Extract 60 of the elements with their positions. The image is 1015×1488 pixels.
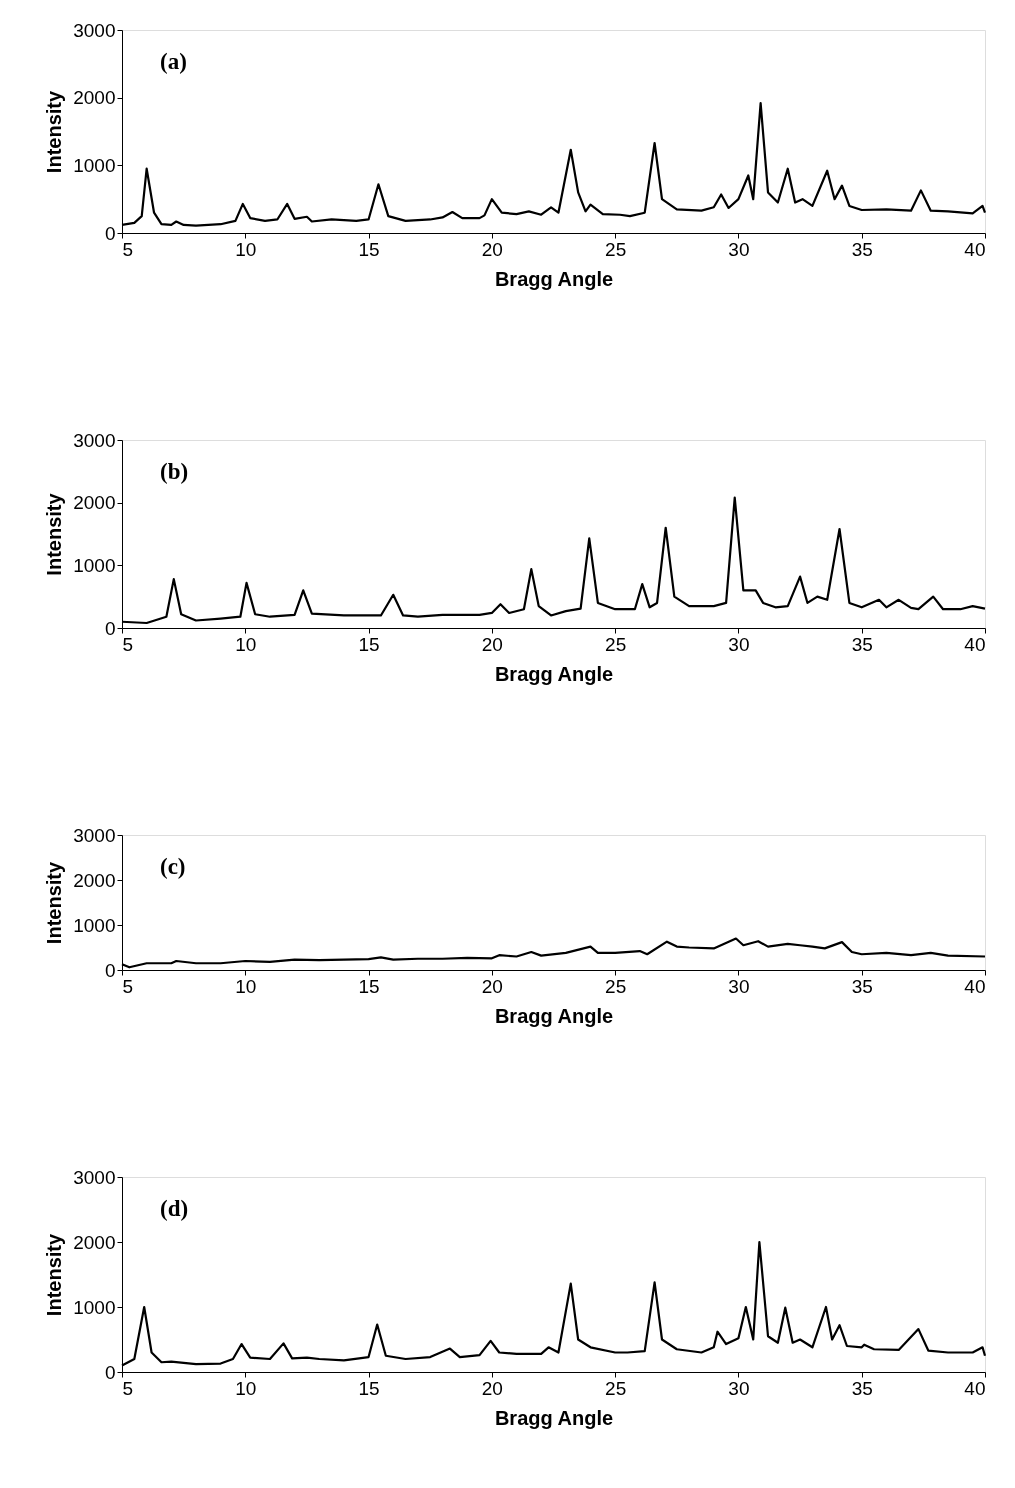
x-tick-label: 30 xyxy=(728,975,750,997)
x-tick-label: 5 xyxy=(122,1377,134,1399)
y-tick-label: 2000 xyxy=(73,87,116,109)
x-axis-title: Bragg Angle xyxy=(494,267,614,290)
x-tick-label: 40 xyxy=(964,1377,986,1399)
x-tick-label: 25 xyxy=(605,975,627,997)
annotation: (d) xyxy=(160,1196,189,1221)
x-tick-label: 25 xyxy=(605,1377,627,1399)
y-tick-label: 1000 xyxy=(73,1296,116,1318)
x-tick-label: 5 xyxy=(122,633,134,655)
x-axis-title: Bragg Angle xyxy=(494,1004,614,1027)
y-tick-label: 1000 xyxy=(73,154,116,176)
x-tick-label: 15 xyxy=(358,238,380,260)
x-axis-title: Bragg Angle xyxy=(494,662,614,685)
x-tick-label: 40 xyxy=(964,975,986,997)
x-tick-label: 25 xyxy=(605,633,627,655)
y-tick-label: 0 xyxy=(104,959,116,981)
x-tick-label: 35 xyxy=(851,1377,873,1399)
annotation: (b) xyxy=(160,459,189,484)
x-tick-label: 10 xyxy=(235,238,257,260)
y-tick-label: 0 xyxy=(104,617,116,639)
x-tick-label: 15 xyxy=(358,975,380,997)
x-tick-label: 10 xyxy=(235,1377,257,1399)
x-tick-label: 35 xyxy=(851,238,873,260)
y-tick-label: 2000 xyxy=(73,492,116,514)
x-tick-label: 30 xyxy=(728,1377,750,1399)
y-tick-label: 2000 xyxy=(73,1231,116,1253)
x-tick-label: 5 xyxy=(122,238,134,260)
x-tick-label: 15 xyxy=(358,633,380,655)
x-tick-label: 20 xyxy=(481,238,503,260)
x-tick-label: 20 xyxy=(481,633,503,655)
annotation: (a) xyxy=(160,49,187,74)
x-tick-label: 25 xyxy=(605,238,627,260)
x-axis-title: Bragg Angle xyxy=(494,1406,614,1429)
y-tick-label: 3000 xyxy=(73,19,116,41)
y-tick-label: 3000 xyxy=(73,429,116,451)
x-tick-label: 35 xyxy=(851,975,873,997)
y-tick-label: 1000 xyxy=(73,914,116,936)
x-tick-label: 5 xyxy=(122,975,134,997)
y-tick-label: 1000 xyxy=(73,554,116,576)
x-tick-label: 20 xyxy=(481,1377,503,1399)
y-axis-title: Intensity xyxy=(43,861,66,945)
y-tick-label: 0 xyxy=(104,222,116,244)
x-tick-label: 10 xyxy=(235,975,257,997)
x-tick-label: 20 xyxy=(481,975,503,997)
x-tick-label: 35 xyxy=(851,633,873,655)
x-tick-label: 10 xyxy=(235,633,257,655)
y-axis-title: Intensity xyxy=(43,90,66,174)
x-tick-label: 30 xyxy=(728,238,750,260)
y-axis-title: Intensity xyxy=(43,492,66,576)
y-axis-title: Intensity xyxy=(43,1233,66,1317)
y-tick-label: 0 xyxy=(104,1361,116,1383)
x-tick-label: 40 xyxy=(964,633,986,655)
x-tick-label: 15 xyxy=(358,1377,380,1399)
x-tick-label: 30 xyxy=(728,633,750,655)
y-tick-label: 2000 xyxy=(73,869,116,891)
y-tick-label: 3000 xyxy=(73,1166,116,1188)
x-tick-label: 40 xyxy=(964,238,986,260)
annotation: (c) xyxy=(160,854,186,879)
y-tick-label: 3000 xyxy=(73,824,116,846)
